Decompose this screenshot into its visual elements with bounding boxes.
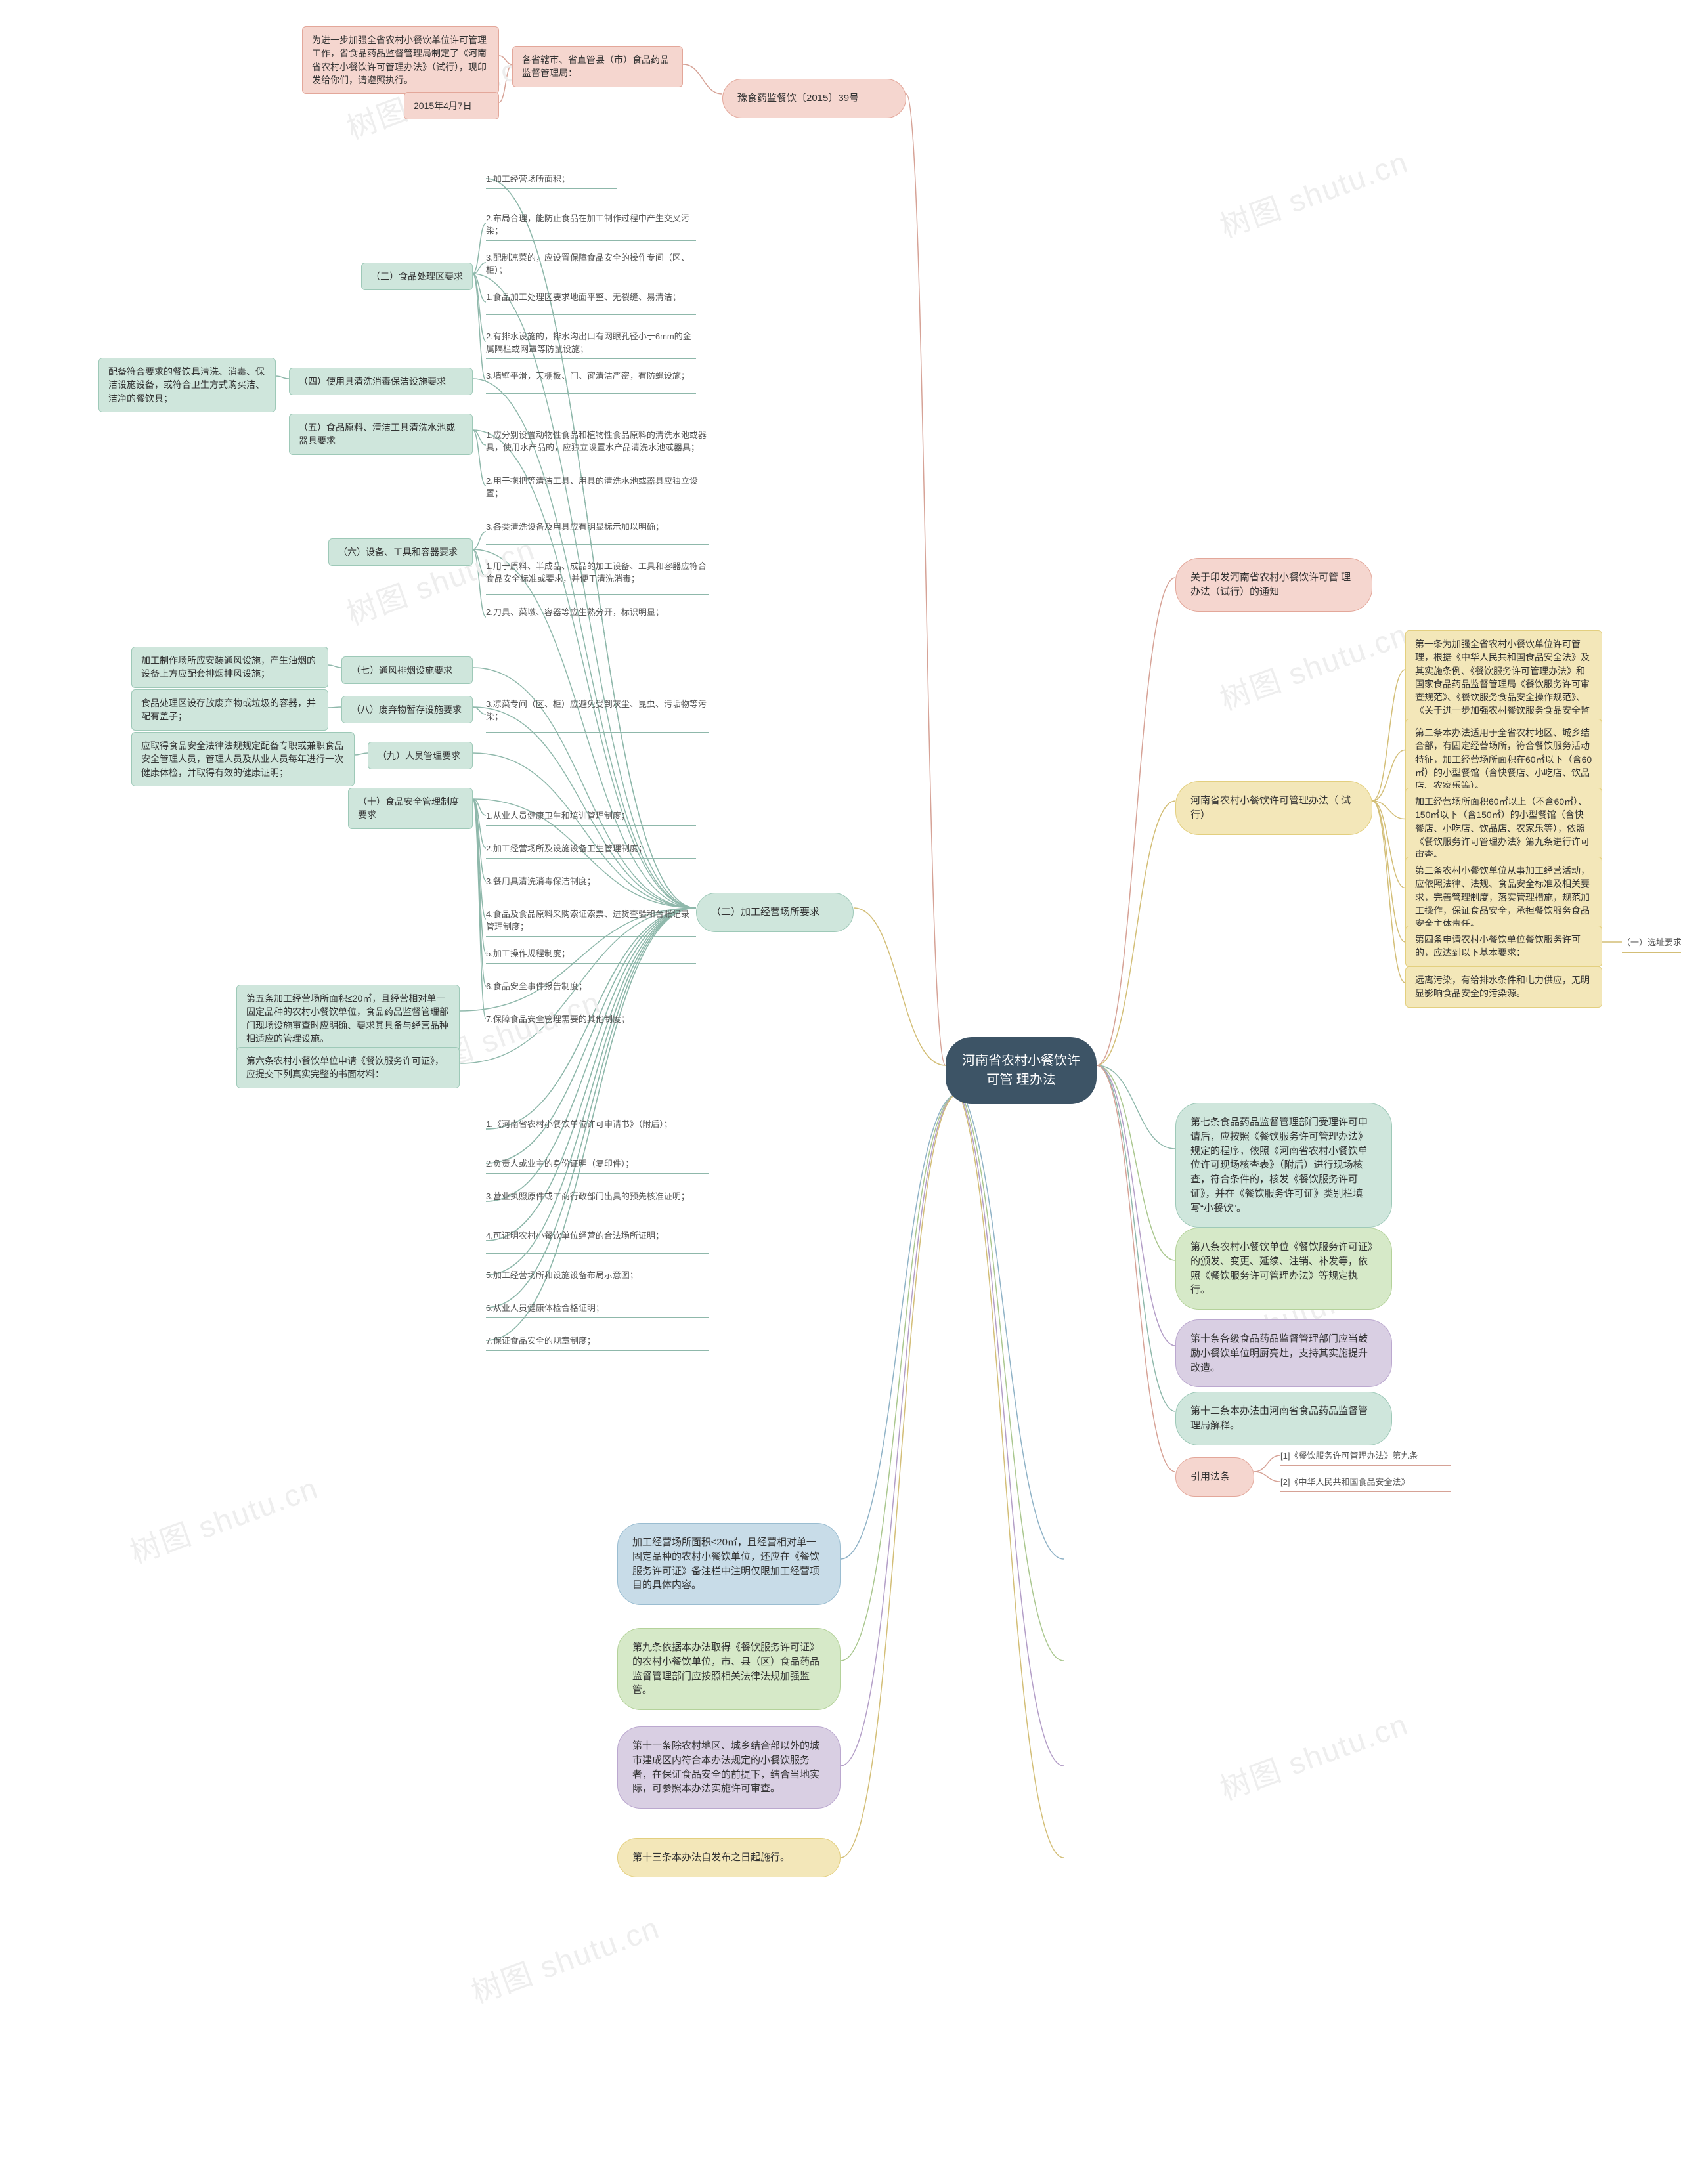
watermark: 树图 shutu.cn (1213, 1701, 1414, 1809)
node-L13: 3.凉菜专间（区、柜）应避免受到灰尘、昆虫、污垢物等污染； (486, 696, 709, 733)
node-L25: 5.加工经营场所和设施设备布局示意图； (486, 1267, 709, 1285)
node-L3: 3.配制凉菜的，应设置保障食品安全的操作专间（区、柜）； (486, 249, 696, 280)
node-r3f: 远离污染，有给排水条件和电力供应，无明显影响食品安全的污染源。 (1405, 966, 1602, 1008)
mindmap-canvas: 树图 shutu.cn 树图 shutu.cn 树图 shutu.cn 树图 shut… (0, 0, 1681, 2184)
node-g9h: （十）食品安全管理制度要求 (348, 788, 473, 829)
node-L24: 4.可证明农村小餐饮单位经营的合法场所证明； (486, 1228, 709, 1254)
root-node: 河南省农村小餐饮许可管 理办法 (946, 1037, 1097, 1104)
node-r8: 引用法条 (1175, 1457, 1254, 1497)
node-L20: 7.保障食品安全管理需要的其他制度； (486, 1011, 696, 1029)
node-r1a2: 2015年4月7日 (404, 92, 499, 119)
node-g7h: （八）废弃物暂存设施要求 (341, 696, 473, 723)
node-r1a: 各省辖市、省直管县（市）食品药品监督管理局： (512, 46, 683, 87)
edge-layer (0, 0, 1681, 2184)
node-L5: 2.有排水设施的，排水沟出口有网眼孔径小于6mm的金属隔栏或网罩等防鼠设施； (486, 328, 696, 359)
node-g10a: 第五条加工经营场所面积≤20㎡，且经营相对单一固定品种的农村小餐饮单位，食品药品… (236, 985, 460, 1052)
node-L14: 1.从业人员健康卫生和培训管理制度； (486, 807, 696, 826)
node-g5h: （六）设备、工具和容器要求 (328, 538, 473, 566)
node-g4h: （五）食品原料、清洁工具清洗水池或器具要求 (289, 414, 473, 455)
watermark: 树图 shutu.cn (465, 1904, 665, 2013)
node-g10b: 第六条农村小餐饮单位申请《餐饮服务许可证》，应提交下列真实完整的书面材料： (236, 1047, 460, 1088)
node-L22: 2.负责人或业主的身份证明（复印件）； (486, 1155, 709, 1174)
node-r8a: [1]《餐饮服务许可管理办法》第九条 (1280, 1447, 1451, 1466)
node-L21: 1.《河南省农村小餐饮单位许可申请书》（附后）； (486, 1116, 709, 1142)
node-g6b: 加工制作场所应安装通风设施，产生油烟的设备上方应配套排烟排风设施； (131, 647, 328, 688)
node-r8b: [2]《中华人民共和国食品安全法》 (1280, 1474, 1451, 1492)
node-g2h: （三）食品处理区要求 (361, 263, 473, 290)
node-p1: 加工经营场所面积≤20㎡，且经营相对单一固定品种的农村小餐饮单位，还应在《餐饮服… (617, 1523, 840, 1605)
node-L7: 1.应分别设置动物性食品和植物性食品原料的清洗水池或器具，使用水产品的，应独立设… (486, 427, 709, 463)
node-r3e1: （一）选址要求 (1622, 934, 1681, 953)
node-L1: 1.加工经营场所面积； (486, 171, 617, 189)
node-r6: 第十条各级食品药品监督管理部门应当鼓励小餐饮单位明厨亮灶，支持其实施提升改造。 (1175, 1319, 1392, 1387)
node-r3e: 第四条申请农村小餐饮单位餐饮服务许可的，应达到以下基本要求： (1405, 926, 1602, 967)
node-p3: 第十一条除农村地区、城乡结合部以外的城市建成区内符合本办法规定的小餐饮服务者，在… (617, 1726, 840, 1809)
node-g3h: （四）使用具清洗消毒保洁设施要求 (289, 368, 473, 395)
node-L8: 2.用于拖把等清洁工具、用具的清洗水池或器具应独立设置； (486, 473, 709, 503)
node-L23: 3.营业执照原件或工商行政部门出具的预先核准证明； (486, 1188, 709, 1214)
node-r7: 第十二条本办法由河南省食品药品监督管理局解释。 (1175, 1392, 1392, 1445)
watermark: 树图 shutu.cn (1213, 611, 1414, 719)
node-L4: 1.食品加工处理区要求地面平整、无裂缝、易清洁； (486, 289, 696, 315)
node-L19: 6.食品安全事件报告制度； (486, 978, 696, 996)
node-r2: 关于印发河南省农村小餐饮许可管 理办法（试行）的通知 (1175, 558, 1372, 612)
node-L2: 2.布局合理，能防止食品在加工制作过程中产生交叉污染； (486, 210, 696, 241)
node-g8h: （九）人员管理要求 (368, 742, 473, 769)
node-L16: 3.餐用具清洗消毒保洁制度； (486, 873, 696, 891)
watermark: 树图 shutu.cn (1213, 139, 1414, 247)
node-L10: 1.用于原料、半成品、成品的加工设备、工具和容器应符合食品安全标准或要求，并便于… (486, 558, 709, 595)
node-L11: 2.刀具、菜墩、容器等应生熟分开，标识明显； (486, 604, 709, 630)
node-r4: 第七条食品药品监督管理部门受理许可申请后，应按照《餐饮服务许可管理办法》规定的程… (1175, 1103, 1392, 1228)
node-L17: 4.食品及食品原料采购索证索票、进货查验和台账记录管理制度； (486, 906, 696, 937)
node-g7b: 食品处理区设存放废弃物或垃圾的容器，并配有盖子； (131, 689, 328, 731)
node-L6: 3.墙壁平滑，天棚板、门、窗清洁严密，有防蝇设施； (486, 368, 696, 394)
node-r5: 第八条农村小餐饮单位《餐饮服务许可证》的颁发、变更、延续、注销、补发等，依照《餐… (1175, 1228, 1392, 1310)
node-L27: 7.保证食品安全的规章制度； (486, 1333, 709, 1351)
node-r1: 豫食药监餐饮〔2015〕39号 (722, 79, 906, 118)
node-r3: 河南省农村小餐饮许可管理办法（ 试行） (1175, 781, 1372, 835)
watermark: 树图 shutu.cn (123, 1465, 324, 1573)
node-g8b: 应取得食品安全法律法规规定配备专职或兼职食品安全管理人员，管理人员及从业人员每年… (131, 732, 355, 786)
node-p4: 第十三条本办法自发布之日起施行。 (617, 1838, 840, 1877)
node-g6h: （七）通风排烟设施要求 (341, 656, 473, 684)
node-r1a1: 为进一步加强全省农村小餐饮单位许可管理工作，省食品药品监督管理局制定了《河南省农… (302, 26, 499, 94)
node-L0: （二）加工经营场所要求 (696, 893, 854, 932)
node-g3b: 配备符合要求的餐饮具清洗、消毒、保洁设施设备，或符合卫生方式购买洁、洁净的餐饮具… (98, 358, 276, 412)
node-L15: 2.加工经营场所及设施设备卫生管理制度； (486, 840, 696, 859)
node-p2: 第九条依据本办法取得《餐饮服务许可证》的农村小餐饮单位，市、县（区）食品药品监督… (617, 1628, 840, 1710)
node-L26: 6.从业人员健康体检合格证明； (486, 1300, 709, 1318)
node-L18: 5.加工操作规程制度； (486, 945, 696, 964)
node-L9: 3.各类清洗设备及用具应有明显标示加以明确； (486, 519, 709, 545)
